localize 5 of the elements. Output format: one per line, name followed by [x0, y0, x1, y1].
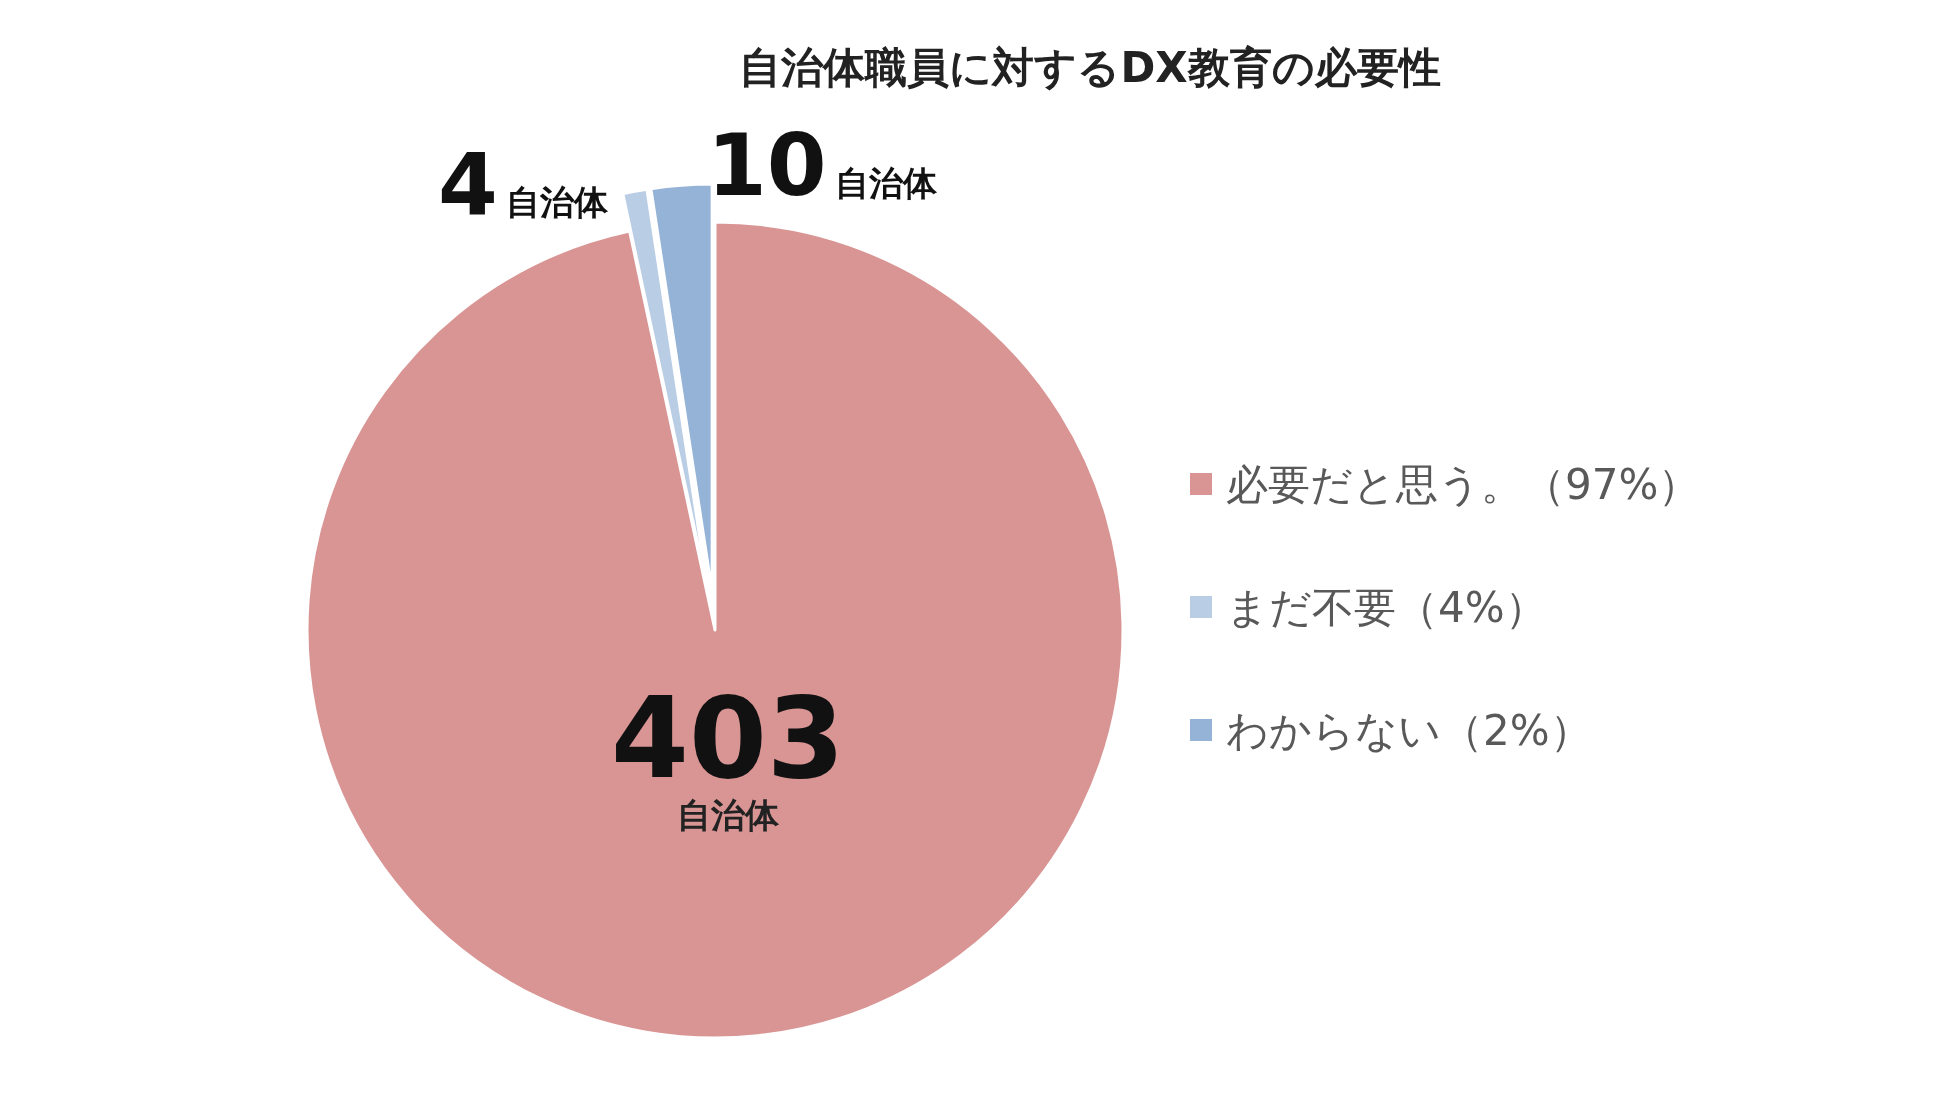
chart-title: 自治体職員に対するDX教育の必要性	[739, 43, 1441, 92]
legend-label: まだ不要（4%）	[1226, 583, 1547, 632]
data-label: 403自治体	[610, 672, 845, 835]
legend-label: 必要だと思う。（97%）	[1226, 460, 1701, 509]
legend-label: わからない（2%）	[1226, 706, 1592, 755]
